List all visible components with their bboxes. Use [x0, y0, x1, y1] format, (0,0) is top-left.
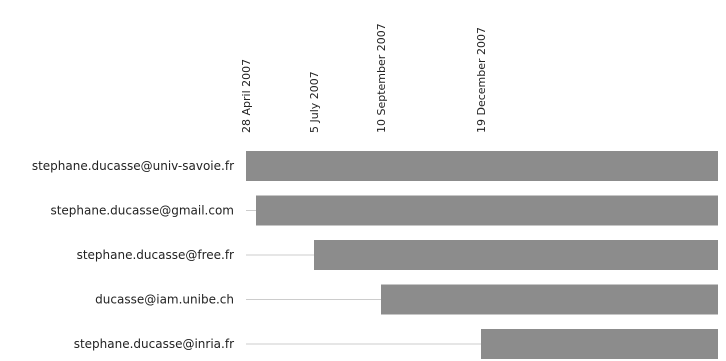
date-tick-label: 5 July 2007: [308, 71, 321, 133]
bar: [481, 329, 718, 359]
date-tick-label: 28 April 2007: [240, 59, 253, 133]
bar: [314, 240, 718, 270]
row-label: stephane.ducasse@free.fr: [77, 248, 234, 262]
row-label: ducasse@iam.unibe.ch: [95, 293, 234, 307]
bar: [256, 195, 718, 226]
date-tick-label: 19 December 2007: [475, 27, 488, 133]
row-label: stephane.ducasse@inria.fr: [74, 337, 234, 351]
date-tick-label: 10 September 2007: [375, 23, 388, 133]
row-label: stephane.ducasse@univ-savoie.fr: [32, 159, 234, 173]
row-label: stephane.ducasse@gmail.com: [50, 204, 234, 218]
bar: [381, 284, 718, 315]
bar: [246, 151, 718, 181]
